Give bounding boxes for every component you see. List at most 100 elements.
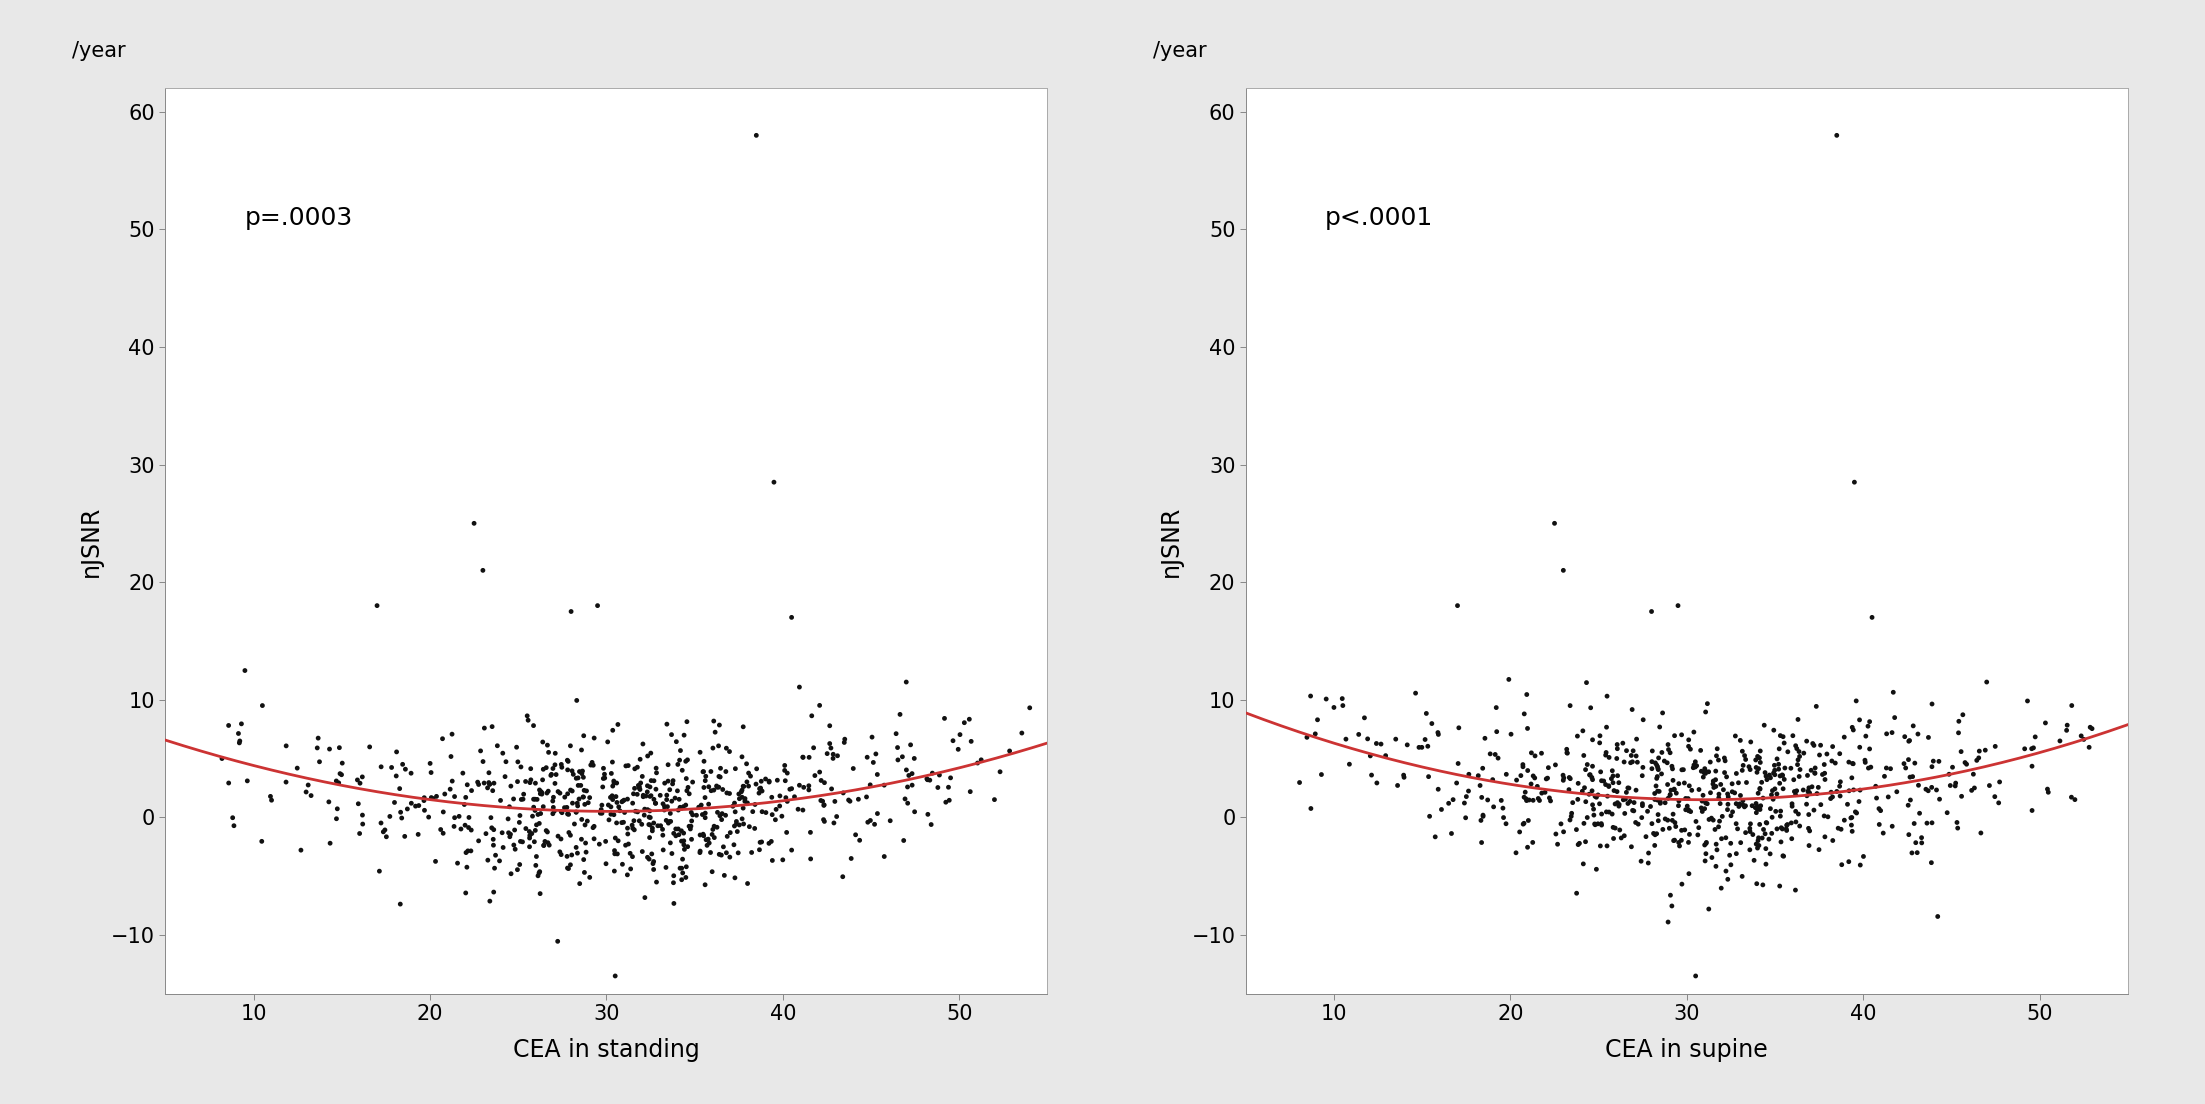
Point xyxy=(551,753,587,771)
Point xyxy=(465,562,501,580)
Point xyxy=(1945,787,1980,805)
Point xyxy=(1921,753,1956,771)
Point xyxy=(368,828,404,846)
Point xyxy=(564,810,600,828)
Point xyxy=(490,810,525,828)
Point xyxy=(1755,782,1790,799)
Point xyxy=(1687,836,1722,853)
Point xyxy=(1788,732,1824,750)
Point xyxy=(803,763,838,781)
Point xyxy=(1616,802,1652,819)
Point xyxy=(1475,798,1510,816)
Point xyxy=(456,514,492,532)
Point xyxy=(1733,761,1768,778)
Point xyxy=(1894,845,1929,862)
Point xyxy=(1599,750,1634,767)
Point xyxy=(1711,847,1746,864)
Point xyxy=(1852,713,1887,731)
Point xyxy=(648,811,684,829)
Point xyxy=(518,821,553,839)
Point xyxy=(461,832,496,850)
Point xyxy=(516,716,551,734)
Point xyxy=(606,804,642,821)
Point xyxy=(1729,751,1764,768)
Point xyxy=(1572,766,1607,784)
Point xyxy=(602,798,637,816)
Point xyxy=(1641,750,1676,767)
Point xyxy=(626,800,662,818)
Point xyxy=(344,768,379,786)
Point xyxy=(662,798,697,816)
Point xyxy=(1892,732,1927,750)
Point xyxy=(516,790,551,808)
Point xyxy=(1678,967,1713,985)
Point xyxy=(375,758,410,776)
Point xyxy=(569,843,604,861)
Text: p<.0001: p<.0001 xyxy=(1325,206,1433,230)
Point xyxy=(1638,754,1674,772)
Point xyxy=(1405,739,1440,756)
Point xyxy=(1515,744,1550,762)
Point xyxy=(650,773,686,790)
Point xyxy=(657,894,692,912)
Point xyxy=(811,735,847,753)
Point xyxy=(714,797,750,815)
Point xyxy=(512,711,547,729)
Point xyxy=(454,821,490,839)
Point xyxy=(1918,782,1954,799)
Point xyxy=(1590,837,1625,854)
Point xyxy=(1892,826,1927,843)
Point xyxy=(770,764,805,782)
Point xyxy=(615,785,650,803)
Point xyxy=(1934,758,1969,776)
Point xyxy=(858,816,893,834)
Point xyxy=(1808,828,1843,846)
Point xyxy=(719,760,754,777)
Point xyxy=(569,835,604,852)
Point xyxy=(838,826,873,843)
Point xyxy=(587,769,622,787)
Point xyxy=(1577,787,1612,805)
Point xyxy=(598,841,633,859)
Point xyxy=(536,805,571,822)
Point xyxy=(245,832,280,850)
Point xyxy=(584,778,620,796)
Point xyxy=(359,597,395,615)
Point xyxy=(1749,840,1784,858)
Point xyxy=(604,793,639,810)
Point xyxy=(1413,714,1449,732)
Point xyxy=(1729,824,1764,841)
Point xyxy=(741,784,776,802)
Point xyxy=(1700,751,1735,768)
Point xyxy=(527,837,562,854)
Point xyxy=(1614,838,1649,856)
Point xyxy=(1815,831,1850,849)
Point xyxy=(478,847,514,864)
Point xyxy=(1568,793,1603,810)
Point xyxy=(553,856,589,873)
Point xyxy=(646,802,681,819)
Point xyxy=(448,788,483,806)
Point xyxy=(558,804,593,821)
Point xyxy=(836,760,871,777)
Point xyxy=(2007,740,2042,757)
Point xyxy=(708,763,743,781)
Point xyxy=(397,797,432,815)
Point xyxy=(1914,778,1949,796)
Point xyxy=(567,782,602,799)
Point xyxy=(1766,779,1801,797)
Point xyxy=(549,785,584,803)
Point xyxy=(646,797,681,815)
Point xyxy=(728,793,763,810)
Point xyxy=(595,790,631,808)
Point xyxy=(635,822,670,840)
Point xyxy=(708,867,743,884)
Point xyxy=(686,827,721,845)
Point xyxy=(553,737,589,755)
Point xyxy=(1363,735,1398,753)
Point xyxy=(595,772,631,789)
Point xyxy=(503,832,538,850)
Point xyxy=(1793,784,1828,802)
Point xyxy=(322,765,357,783)
Point xyxy=(1757,766,1793,784)
